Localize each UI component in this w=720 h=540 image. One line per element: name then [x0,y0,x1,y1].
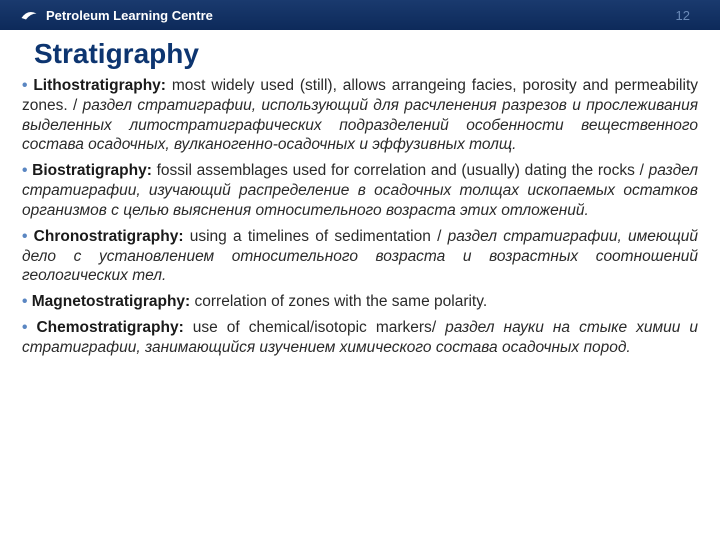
swoosh-icon [20,6,38,24]
separator: / [73,97,83,114]
list-item: • Chronostratigraphy: using a timelines … [22,227,698,286]
bullet-icon: • [22,162,32,179]
bullet-icon: • [22,293,32,310]
list-item: • Biostratigraphy: fossil assemblages us… [22,161,698,220]
logo: Petroleum Learning Centre [20,6,213,24]
english-text: using a timelines of sedimentation [184,228,438,245]
term: Biostratigraphy: [32,162,152,179]
list-item: • Lithostratigraphy: most widely used (s… [22,76,698,155]
content-area: • Lithostratigraphy: most widely used (s… [0,76,720,358]
english-text: correlation of zones with the same polar… [190,293,487,310]
term: Lithostratigraphy: [33,77,166,94]
list-item: • Magnetostratigraphy: correlation of zo… [22,292,698,312]
term: Chronostratigraphy: [34,228,184,245]
logo-text: Petroleum Learning Centre [46,8,213,23]
separator: / [432,319,445,336]
list-item: • Chemostratigraphy: use of chemical/iso… [22,318,698,358]
russian-text: раздел стратиграфии, использующий для ра… [22,97,698,154]
page-number: 12 [676,8,690,23]
separator: / [640,162,649,179]
bullet-icon: • [22,228,34,245]
page-title: Stratigraphy [0,30,720,76]
term: Chemostratigraphy: [36,319,183,336]
separator: / [437,228,448,245]
english-text: fossil assemblages used for correlation … [152,162,640,179]
english-text: use of chemical/isotopic markers [184,319,432,336]
bullet-icon: • [22,319,36,336]
term: Magnetostratigraphy: [32,293,190,310]
bullet-icon: • [22,77,33,94]
slide-header: Petroleum Learning Centre 12 [0,0,720,30]
